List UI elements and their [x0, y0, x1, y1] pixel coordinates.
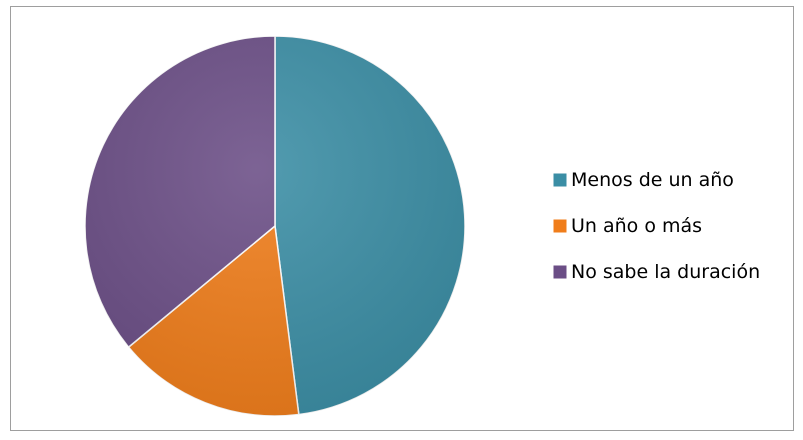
legend: Menos de un año Un año o más No sabe la du… [552, 169, 760, 283]
legend-swatch-2 [552, 218, 568, 234]
legend-label-2: Un año o más [571, 215, 702, 237]
legend-label-1: Menos de un año [571, 169, 734, 191]
pie [84, 35, 466, 417]
legend-label-3: No sabe la duración [571, 261, 760, 283]
legend-swatch-3 [552, 264, 568, 280]
legend-swatch-1 [552, 172, 568, 188]
